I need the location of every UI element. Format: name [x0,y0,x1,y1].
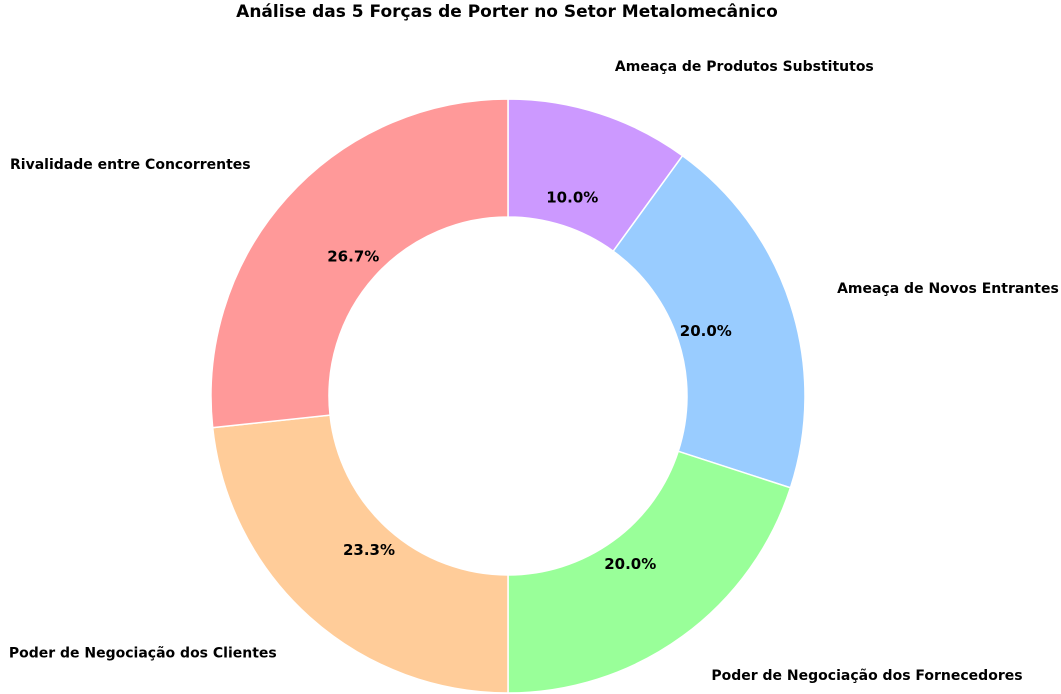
percent-label-rivalidade-entre-concorrentes: 26.7% [327,247,379,265]
percent-label-poder-de-negociacao-dos-fornecedores: 20.0% [604,555,656,573]
category-label-poder-de-negociacao-dos-fornecedores: Poder de Negociação dos Fornecedores [711,668,1022,684]
slice-poder-de-negociacao-dos-clientes [211,414,509,694]
percent-label-ameaca-de-produtos-substitutos: 10.0% [546,189,598,207]
category-label-ameaca-de-produtos-substitutos: Ameaça de Produtos Substitutos [615,59,874,75]
slice-poder-de-negociacao-dos-fornecedores [507,450,792,694]
chart-title: Análise das 5 Forças de Porter no Setor … [236,2,778,22]
percent-label-poder-de-negociacao-dos-clientes: 23.3% [343,541,395,559]
category-label-ameaca-de-novos-entrantes: Ameaça de Novos Entrantes [837,281,1059,297]
slice-rivalidade-entre-concorrentes [210,98,509,429]
slices-group [210,98,806,694]
percent-labels-group: 10.0% 20.0% 20.0% 23.3% 26.7% [327,189,732,573]
category-label-rivalidade-entre-concorrentes: Rivalidade entre Concorrentes [10,157,251,173]
category-labels-group: Ameaça de Produtos Substitutos Ameaça de … [9,59,1059,684]
percent-label-ameaca-de-novos-entrantes: 20.0% [680,322,732,340]
category-label-poder-de-negociacao-dos-clientes: Poder de Negociação dos Clientes [9,645,277,661]
slice-ameaca-de-novos-entrantes [612,154,806,489]
